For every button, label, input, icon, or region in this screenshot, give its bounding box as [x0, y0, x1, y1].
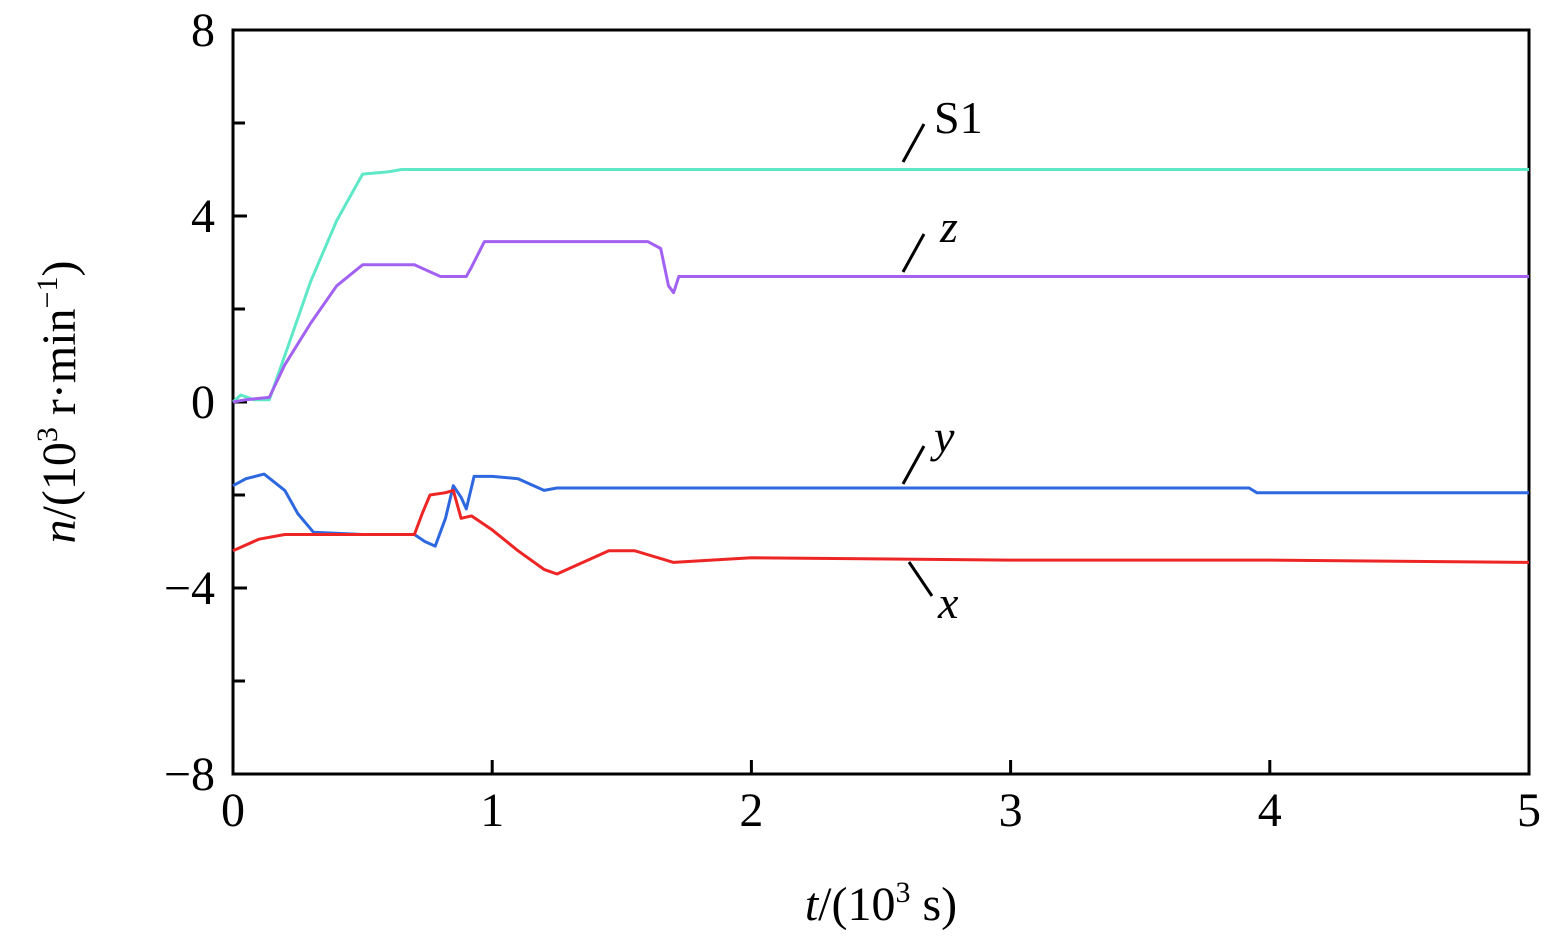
series-label-z: z	[939, 201, 958, 252]
series-line-x	[232, 488, 1530, 576]
y-tick-label: 4	[191, 190, 215, 243]
x-tick-label: 2	[739, 784, 763, 837]
series-label-s1: S1	[934, 92, 983, 143]
y-tick-label: 8	[191, 4, 215, 57]
series-annotations: S1 z y x	[901, 92, 983, 628]
series-line-y	[232, 472, 1529, 548]
annotation-leader	[907, 561, 934, 597]
axis-tick-labels: 0 1 2 3 4 5 −8 −4 0 4 8	[164, 4, 1541, 837]
series-label-x: x	[937, 577, 959, 628]
y-axis-sup2: −1	[31, 277, 64, 309]
x-tick-label: 5	[1517, 784, 1541, 837]
series-lines	[231, 168, 1530, 576]
x-tick-label: 3	[999, 784, 1023, 837]
x-axis-title: t/(103 s)	[805, 876, 957, 931]
y-tick-label: −4	[164, 562, 215, 615]
y-tick-label: 0	[191, 376, 215, 429]
x-axis-unit: s)	[911, 878, 958, 931]
series-label-y: y	[930, 411, 955, 462]
y-axis-sup: 3	[31, 427, 64, 442]
y-axis-unit: r·min	[33, 308, 86, 427]
x-axis-title-rest: /(10	[818, 878, 895, 931]
y-axis-var: n	[33, 519, 86, 543]
annotation-leader	[901, 233, 926, 273]
y-axis-close: )	[33, 261, 86, 277]
y-axis-title-rest: /(10	[33, 442, 86, 519]
x-tick-label: 0	[221, 784, 245, 837]
y-axis-title: n/(103 r·min−1)	[31, 261, 86, 544]
annotation-leader	[901, 445, 926, 485]
x-tick-label: 1	[480, 784, 504, 837]
annotation-leader	[901, 123, 926, 163]
x-tick-label: 4	[1258, 784, 1282, 837]
y-tick-label: −8	[164, 748, 215, 801]
series-line-z	[232, 240, 1529, 404]
x-axis-var: t	[805, 878, 820, 931]
x-axis-sup: 3	[896, 876, 911, 909]
